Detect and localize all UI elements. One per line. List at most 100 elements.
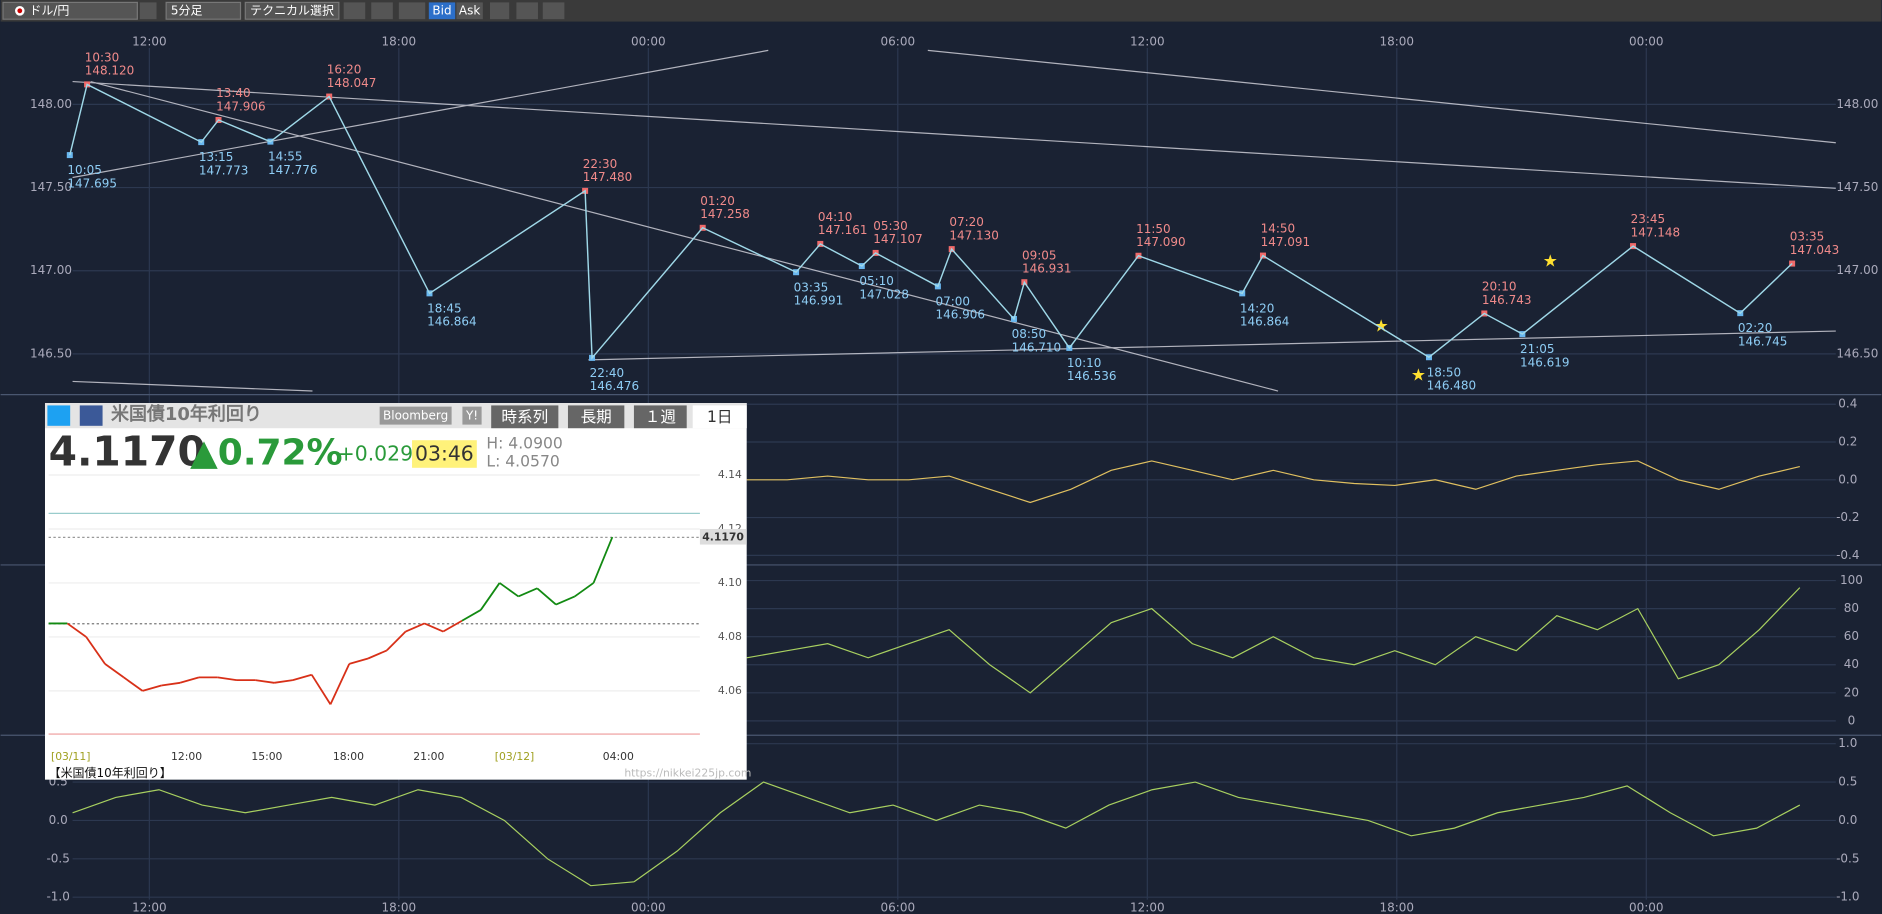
extreme-time: 08:50 — [1012, 327, 1047, 341]
indicator-tick-label: -0.5 — [46, 851, 69, 865]
widget-title: 米国債10年利回り — [111, 403, 262, 425]
tab-label: １週 — [645, 408, 677, 426]
yield-change: +0.029 — [338, 442, 413, 466]
time-label: 00:00 — [631, 901, 666, 914]
extreme-time: 11:50 — [1136, 222, 1171, 236]
zoom-out[interactable] — [516, 2, 538, 20]
yield-segment — [424, 622, 444, 633]
yield-high: H: 4.0900 — [486, 434, 562, 452]
time-label: 06:00 — [881, 901, 916, 914]
technical-select[interactable] — [244, 1, 340, 20]
twitter-icon[interactable] — [47, 405, 71, 426]
yield-time: 03:46 — [415, 442, 474, 466]
extreme-price: 147.161 — [818, 223, 868, 237]
price-tick-label: 147.50 — [1836, 180, 1878, 194]
tool-button[interactable] — [343, 2, 366, 20]
extreme-time: 03:35 — [1790, 230, 1825, 244]
ask-button[interactable] — [456, 2, 483, 20]
pair-label: ドル/円 — [29, 3, 69, 17]
low-marker — [66, 152, 73, 159]
yield-low: L: 4.0570 — [486, 452, 559, 470]
bid-button[interactable] — [428, 2, 456, 20]
extreme-time: 18:50 — [1427, 365, 1462, 379]
yield-x-label: [03/12] — [495, 750, 534, 763]
yield-segment — [367, 649, 388, 660]
extreme-price: 148.120 — [85, 64, 135, 78]
extreme-price: 147.091 — [1261, 235, 1311, 249]
extreme-price: 147.043 — [1790, 243, 1840, 257]
yield-segment — [386, 630, 407, 652]
extreme-price: 146.536 — [1067, 369, 1117, 383]
extreme-time: 09:05 — [1022, 248, 1057, 262]
facebook-icon[interactable] — [79, 405, 103, 426]
price-line — [69, 83, 1793, 360]
yield-widget: 米国債10年利回り Bloomberg Y! 時系列 長期 １週 1日 4.1170 … — [44, 403, 751, 780]
ask-label: Ask — [459, 3, 480, 17]
yield-segment — [179, 676, 200, 684]
extreme-price: 146.476 — [590, 379, 640, 393]
yield-segment — [442, 619, 463, 633]
tab[interactable] — [633, 405, 687, 429]
indicator-tick-label: 40 — [1844, 657, 1859, 671]
extreme-time: 05:30 — [873, 219, 908, 233]
zoom-in[interactable] — [542, 2, 565, 20]
source-badge — [379, 406, 452, 425]
time-label: 00:00 — [1629, 34, 1664, 48]
yield-segment — [405, 622, 425, 633]
interval-select[interactable] — [165, 1, 242, 20]
price-tick-label: 147.50 — [30, 180, 72, 194]
extreme-price: 146.743 — [1482, 293, 1532, 307]
extreme-time: 20:10 — [1482, 280, 1517, 294]
extreme-time: 22:40 — [590, 366, 625, 380]
extreme-price: 146.931 — [1022, 262, 1072, 276]
tab[interactable] — [491, 405, 559, 429]
time-label: 18:00 — [1380, 901, 1415, 914]
tab-label: 1日 — [707, 408, 733, 426]
rsi-line — [746, 587, 1801, 694]
source-label: Bloomberg — [383, 409, 448, 423]
time-label: 18:00 — [1380, 34, 1415, 48]
yield-segment — [310, 674, 332, 705]
trend-line — [588, 330, 1836, 361]
extreme-price: 148.047 — [327, 76, 377, 90]
yield-segment — [142, 684, 162, 692]
price-tick-label: 147.00 — [30, 263, 72, 277]
extreme-price: 147.695 — [67, 176, 117, 190]
star: ★ — [1411, 364, 1426, 384]
time-label: 18:00 — [382, 34, 417, 48]
indicator-tick-label: 1.0 — [1838, 736, 1857, 750]
tab[interactable] — [692, 405, 747, 429]
extreme-price: 146.480 — [1427, 379, 1477, 393]
extreme-time: 04:10 — [818, 210, 853, 224]
yahoo-badge — [462, 406, 482, 425]
flag-dot — [17, 8, 23, 14]
trend-line — [72, 49, 769, 179]
indicator-tick-label: 80 — [1844, 601, 1859, 615]
tool-button[interactable] — [371, 2, 393, 20]
yield-segment — [217, 676, 237, 681]
indicator-tick-label: -1.0 — [1836, 890, 1859, 904]
extreme-price: 146.864 — [427, 315, 477, 329]
extreme-time: 14:50 — [1261, 222, 1296, 236]
price-tick-label: 148.00 — [1836, 97, 1878, 111]
price-tick-label: 146.50 — [30, 346, 72, 360]
yield-chart: 4.144.124.104.084.06[03/11] 12:00 15:00 18:… — [48, 468, 742, 763]
dropdown[interactable] — [139, 2, 157, 20]
yield-x-label: [03/11] — [51, 750, 90, 763]
extreme-time: 07:00 — [935, 294, 970, 308]
extreme-price: 147.130 — [949, 228, 999, 242]
widget-url[interactable]: https://nikkei225jp.com — [624, 767, 751, 780]
star: ★ — [1543, 250, 1558, 270]
tool-button[interactable] — [489, 2, 510, 20]
trend-line — [72, 80, 1836, 189]
yield-tick-label: 4.14 — [718, 468, 742, 481]
pair-select[interactable] — [2, 1, 138, 20]
trend-lines — [72, 49, 1836, 392]
tab[interactable] — [567, 405, 625, 429]
tool-button[interactable] — [398, 2, 426, 20]
extreme-time: 21:05 — [1520, 342, 1555, 356]
yield-segment — [536, 587, 557, 606]
time-label: 00:00 — [1629, 901, 1664, 914]
extreme-time: 07:20 — [949, 215, 984, 229]
yield-segment — [161, 681, 181, 687]
